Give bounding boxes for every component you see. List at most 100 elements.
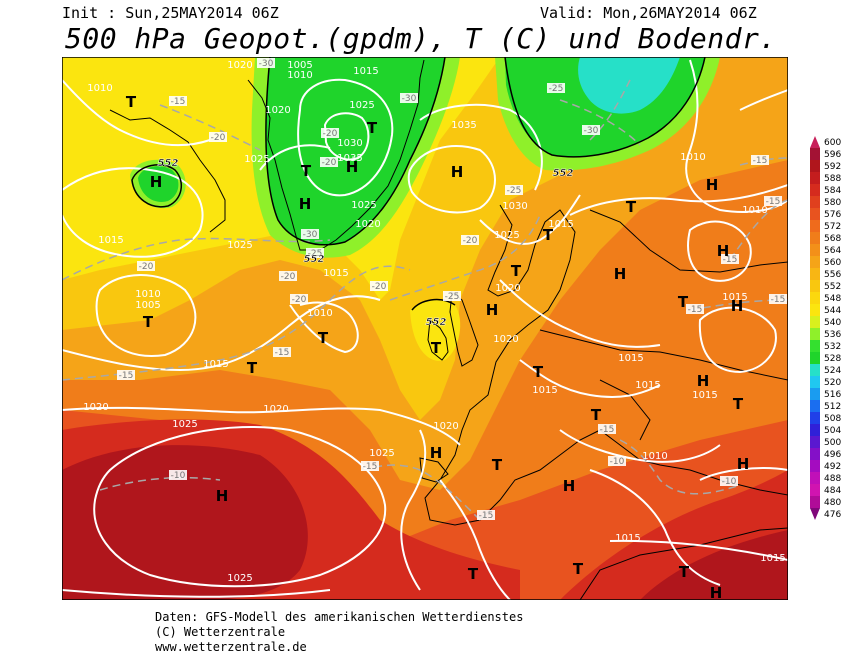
svg-text:-25: -25 bbox=[308, 249, 323, 259]
isobar-label: 1025 bbox=[244, 154, 269, 165]
isotherm-label: -30 bbox=[400, 93, 418, 104]
geopotential-label: 552 bbox=[304, 254, 325, 265]
isobar-label: 1030 bbox=[337, 138, 362, 149]
isobar-label: 1015 bbox=[353, 66, 378, 77]
svg-text:-30: -30 bbox=[303, 230, 318, 240]
high-pressure-center: H bbox=[717, 242, 730, 260]
low-pressure-center: T bbox=[318, 329, 329, 347]
legend-swatch bbox=[810, 304, 820, 317]
svg-text:-10: -10 bbox=[722, 477, 737, 487]
svg-text:-25: -25 bbox=[549, 84, 564, 94]
geopotential-label: 552 bbox=[553, 168, 574, 179]
low-pressure-center: T bbox=[733, 395, 744, 413]
isotherm-label: -20 bbox=[370, 281, 388, 292]
svg-text:-15: -15 bbox=[753, 156, 768, 166]
isobar-label: 1020 bbox=[83, 402, 108, 413]
valid-time: Valid: Mon,26MAY2014 06Z bbox=[540, 4, 757, 22]
svg-text:-15: -15 bbox=[723, 255, 738, 265]
isobar-label: 1015 bbox=[203, 359, 228, 370]
legend-value: 520 bbox=[824, 378, 841, 388]
isotherm-label: -15 bbox=[598, 424, 616, 435]
fill-green-west bbox=[138, 166, 179, 202]
high-pressure-center: H bbox=[150, 173, 163, 191]
legend-swatch bbox=[810, 256, 820, 269]
legend-value: 480 bbox=[824, 498, 841, 508]
isobar-label: 1025 bbox=[227, 240, 252, 251]
isotherm-label: -10 bbox=[608, 456, 626, 467]
low-pressure-center: T bbox=[492, 456, 503, 474]
isobar-label: 1025 bbox=[494, 230, 519, 241]
isobar-label: 1035 bbox=[337, 153, 362, 164]
fill-red-dark-se bbox=[640, 530, 788, 600]
isobars bbox=[62, 59, 788, 600]
isotherm-label: -25 bbox=[306, 248, 324, 259]
low-pressure-center: T bbox=[511, 262, 522, 280]
legend-value: 484 bbox=[824, 486, 841, 496]
legend-swatch bbox=[810, 196, 820, 209]
legend-swatch bbox=[810, 232, 820, 245]
high-pressure-center: H bbox=[697, 372, 710, 390]
isotherm-label: -15 bbox=[769, 294, 787, 305]
isotherm-label: -25 bbox=[505, 185, 523, 196]
isobar-label: 1010 bbox=[135, 289, 160, 300]
isotherm-label: -15 bbox=[721, 254, 739, 265]
isotherm-label: -15 bbox=[764, 196, 782, 207]
svg-text:-20: -20 bbox=[463, 236, 478, 246]
legend-swatch bbox=[810, 400, 820, 413]
legend-swatch bbox=[810, 208, 820, 221]
isobar-label: 1015 bbox=[532, 385, 557, 396]
svg-text:-15: -15 bbox=[171, 97, 186, 107]
high-pressure-center: H bbox=[706, 176, 719, 194]
isobar-label: 1010 bbox=[742, 205, 767, 216]
svg-text:-15: -15 bbox=[479, 511, 494, 521]
legend-swatch bbox=[810, 244, 820, 257]
svg-text:-10: -10 bbox=[610, 457, 625, 467]
isotherm-label: -15 bbox=[169, 96, 187, 107]
legend-value: 580 bbox=[824, 198, 841, 208]
svg-text:-25: -25 bbox=[445, 292, 460, 302]
credit-website[interactable]: www.wetterzentrale.de bbox=[155, 640, 307, 654]
legend-value: 508 bbox=[824, 414, 841, 424]
svg-text:-30: -30 bbox=[402, 94, 417, 104]
isobar-label: 1030 bbox=[502, 201, 527, 212]
isobar-label: 1020 bbox=[265, 105, 290, 116]
low-pressure-center: T bbox=[367, 119, 378, 137]
low-pressure-center: T bbox=[679, 563, 690, 581]
legend-swatch bbox=[810, 220, 820, 233]
legend-value: 504 bbox=[824, 426, 841, 436]
svg-text:-20: -20 bbox=[211, 133, 226, 143]
isotherm-label: -15 bbox=[273, 347, 291, 358]
isobar-label: 1020 bbox=[495, 283, 520, 294]
legend-swatch bbox=[810, 148, 820, 161]
legend-swatch bbox=[810, 424, 820, 437]
isobar-label: 1010 bbox=[642, 451, 667, 462]
isotherm-label: -20 bbox=[209, 132, 227, 143]
isobar-label: 1015 bbox=[98, 235, 123, 246]
init-time: Init : Sun,25MAY2014 06Z bbox=[62, 4, 279, 22]
svg-text:-10: -10 bbox=[171, 471, 186, 481]
low-pressure-center: T bbox=[143, 313, 154, 331]
high-pressure-center: H bbox=[299, 195, 312, 213]
isotherm-label: -30 bbox=[582, 125, 600, 136]
fill-yellow-2 bbox=[410, 299, 461, 361]
legend-swatch bbox=[810, 160, 820, 173]
credit-data-source: Daten: GFS-Modell des amerikanischen Wet… bbox=[155, 610, 524, 624]
high-pressure-center: H bbox=[486, 301, 499, 319]
legend-value: 592 bbox=[824, 162, 841, 172]
low-pressure-center: T bbox=[431, 339, 442, 357]
legend-value: 600 bbox=[824, 138, 841, 148]
legend-swatch bbox=[810, 484, 820, 497]
isobar-label: 1010 bbox=[307, 308, 332, 319]
high-pressure-center: H bbox=[451, 163, 464, 181]
legend-value: 584 bbox=[824, 186, 841, 196]
isobar-label: 1020 bbox=[227, 60, 252, 71]
legend-value: 496 bbox=[824, 450, 841, 460]
legend-value: 560 bbox=[824, 258, 841, 268]
isotherm-label: -25 bbox=[547, 83, 565, 94]
isotherm-label: -15 bbox=[751, 155, 769, 166]
high-pressure-center: H bbox=[430, 444, 443, 462]
legend-value: 564 bbox=[824, 246, 841, 256]
